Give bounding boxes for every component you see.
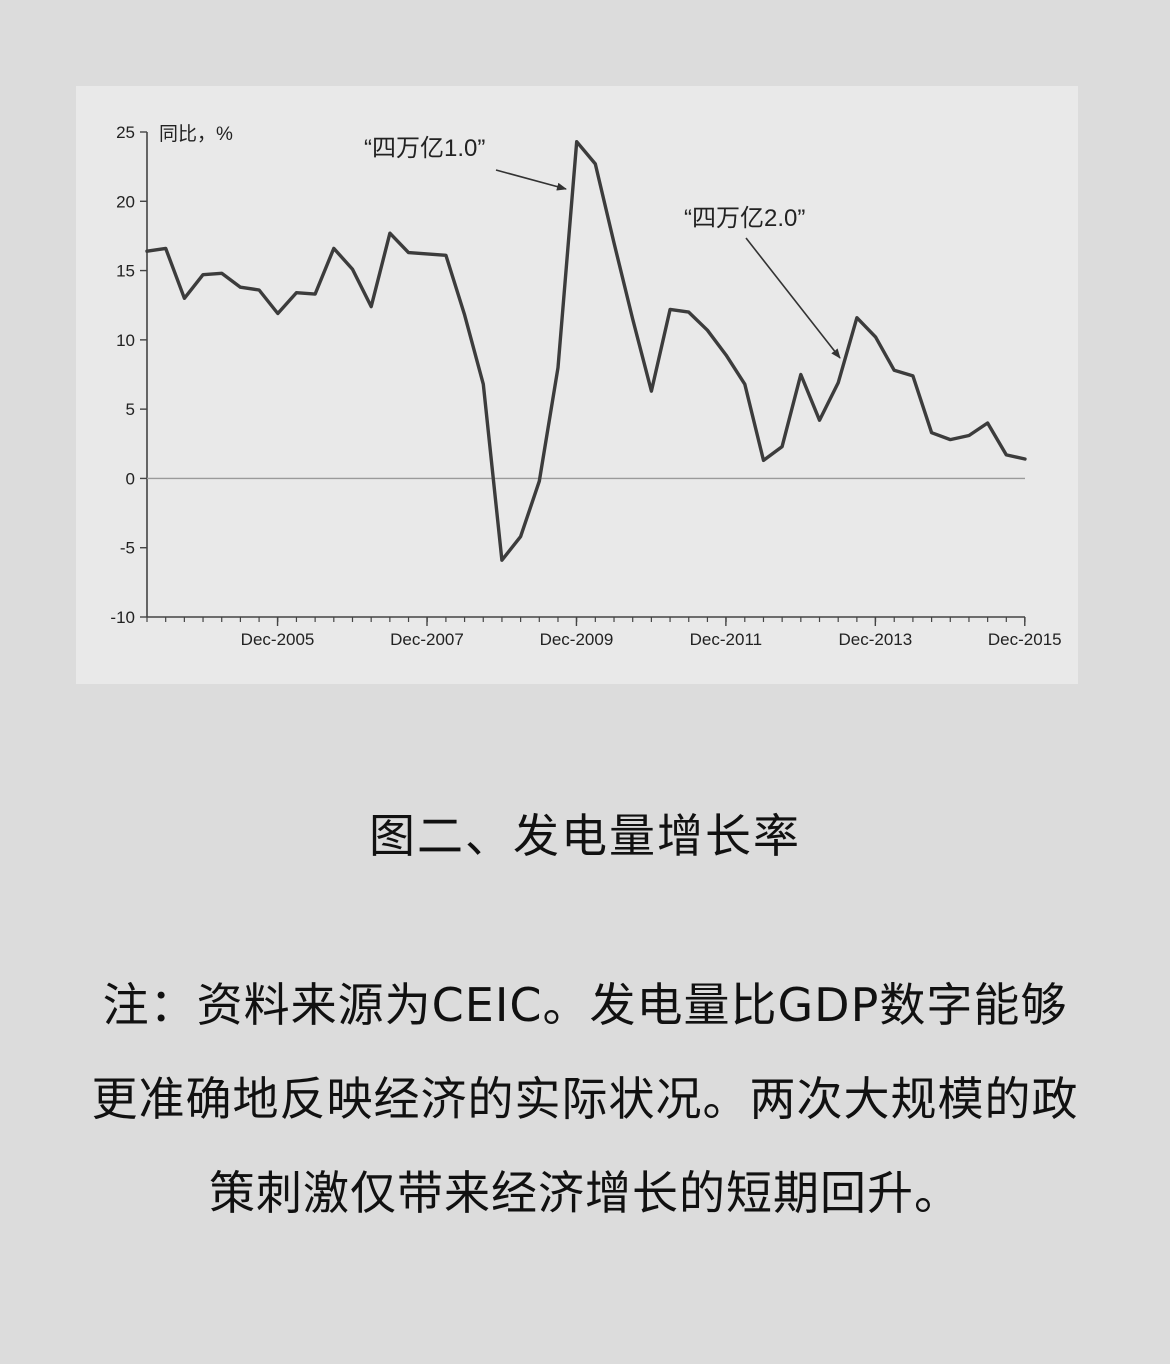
y-tick-label: 25 (116, 123, 135, 142)
y-tick-label: 20 (116, 192, 135, 211)
x-tick-label: Dec-2011 (690, 630, 762, 649)
y-tick-label: 10 (116, 331, 135, 350)
x-tick-label: Dec-2013 (838, 630, 912, 649)
power-generation-growth-chart: 25 20 15 10 5 0 -5 -10 同比，% Dec-2005 Dec-2007 Dec-2… (110, 123, 1062, 649)
y-tick-label: -5 (120, 539, 135, 558)
y-axis-label: 同比，% (159, 123, 233, 145)
y-tick-label: -10 (110, 608, 135, 627)
chart-panel: 25 20 15 10 5 0 -5 -10 同比，% Dec-2005 Dec-2007 Dec-2… (76, 86, 1078, 684)
annotation-arrow (495, 169, 567, 191)
y-tick-label: 5 (126, 400, 135, 419)
y-tick-label: 0 (126, 469, 135, 488)
figure-caption-note: 注：资料来源为CEIC。发电量比GDP数字能够更准确地反映经济的实际状况。两次大… (91, 978, 1079, 1220)
annotation-label: “四万亿1.0” (364, 135, 485, 162)
x-tick-label: Dec-2005 (241, 630, 315, 649)
x-tick-label: Dec-2007 (390, 630, 464, 649)
annotation-label: “四万亿2.0” (684, 205, 805, 232)
x-tick-label: Dec-2015 (988, 630, 1062, 649)
annotation-arrow (745, 237, 841, 359)
x-tick-label: Dec-2009 (540, 630, 614, 649)
figure-caption-title: 图二、发电量增长率 (369, 809, 801, 863)
y-tick-label: 15 (116, 262, 135, 281)
series-line (145, 140, 1027, 562)
